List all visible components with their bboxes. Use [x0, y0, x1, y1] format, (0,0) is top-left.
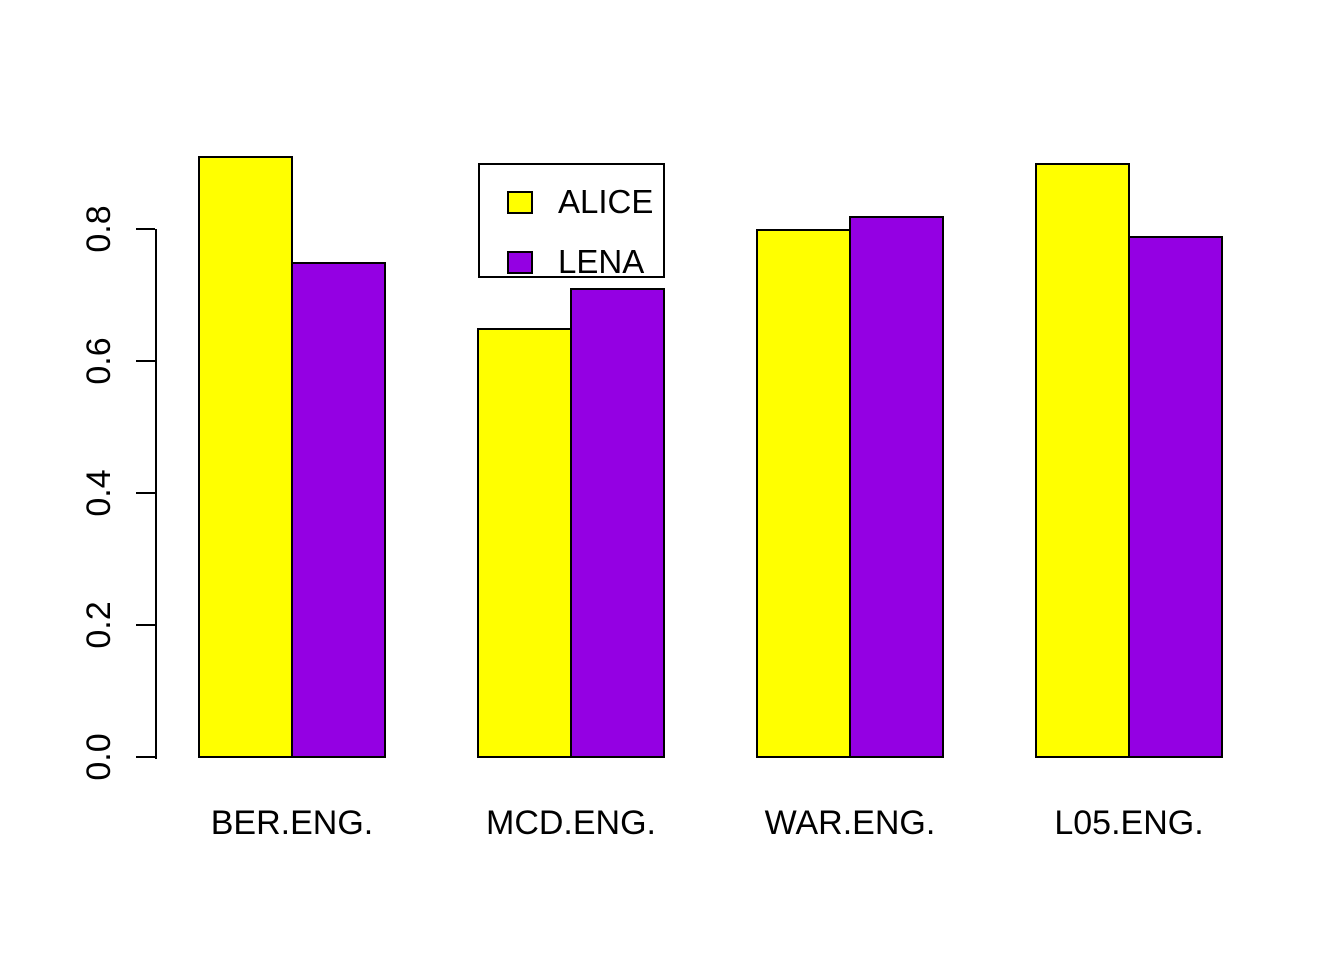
bar-alice-1 — [477, 328, 572, 758]
bar-alice-0 — [198, 156, 293, 758]
y-axis-line — [155, 229, 157, 759]
legend-entry-alice: ALICE — [507, 185, 663, 219]
bar-alice-2 — [756, 229, 851, 758]
bar-lena-0 — [291, 262, 386, 758]
y-axis-tick — [136, 624, 155, 626]
y-axis-tick-label: 0.2 — [80, 601, 118, 649]
x-axis-category-label: L05.ENG. — [1054, 804, 1204, 842]
y-axis-tick — [136, 228, 155, 230]
legend-swatch-alice — [507, 190, 533, 214]
bar-lena-2 — [849, 216, 944, 758]
y-axis-tick-label: 0.0 — [80, 733, 118, 781]
y-axis-tick — [136, 492, 155, 494]
legend-entry-lena: LENA — [507, 245, 663, 279]
legend-swatch-lena — [507, 250, 533, 274]
legend-label-lena: LENA — [558, 243, 645, 280]
x-axis-category-label: MCD.ENG. — [486, 804, 656, 842]
y-axis-tick — [136, 360, 155, 362]
y-axis-tick — [136, 756, 155, 758]
x-axis-category-label: BER.ENG. — [210, 804, 374, 842]
x-axis-category-label: WAR.ENG. — [764, 804, 936, 842]
y-axis-tick-label: 0.4 — [80, 469, 118, 517]
legend-label-alice: ALICE — [558, 183, 654, 220]
bar-lena-3 — [1128, 236, 1223, 758]
y-axis-tick-label: 0.8 — [80, 205, 118, 253]
y-axis-tick-label: 0.6 — [80, 337, 118, 385]
bar-lena-1 — [570, 288, 665, 758]
legend-box: ALICE LENA — [478, 163, 665, 279]
bar-alice-3 — [1035, 163, 1130, 758]
